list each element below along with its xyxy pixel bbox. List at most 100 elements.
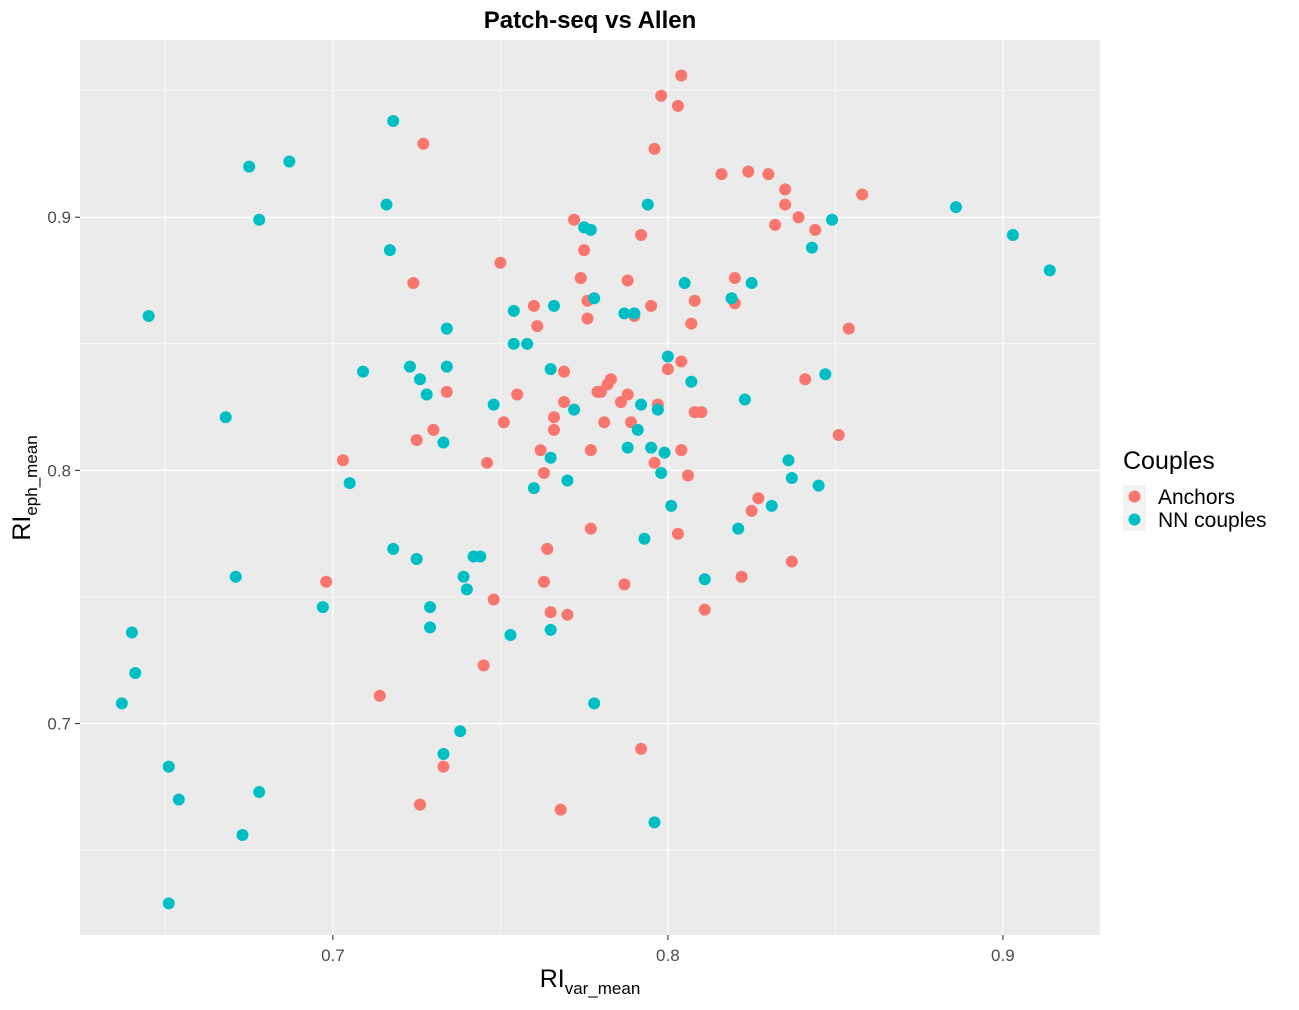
- nn-couple-point: [440, 360, 453, 373]
- nn-couple-point: [507, 337, 520, 350]
- anchor-point: [437, 760, 450, 773]
- anchor-point: [558, 365, 571, 378]
- nn-couple-point: [645, 441, 658, 454]
- anchor-point: [440, 385, 453, 398]
- legend-key-nn-couples: [1128, 513, 1141, 526]
- minor-gridlines: [80, 40, 1100, 935]
- anchor-point: [648, 142, 661, 155]
- nn-couple-point: [661, 350, 674, 363]
- nn-couple-point: [685, 375, 698, 388]
- anchor-point: [554, 803, 567, 816]
- anchor-point: [809, 223, 822, 236]
- nn-couple-point: [129, 666, 142, 679]
- anchor-point: [537, 575, 550, 588]
- anchor-point: [527, 299, 540, 312]
- anchor-point: [698, 603, 711, 616]
- nn-couple-point: [1006, 228, 1019, 241]
- anchor-point: [695, 406, 708, 419]
- y-tick-label: 0.7: [47, 715, 71, 734]
- nn-couple-point: [785, 472, 798, 485]
- major-gridlines: [80, 40, 1100, 935]
- legend-label-anchors: Anchors: [1158, 486, 1235, 509]
- nn-couple-point: [457, 570, 470, 583]
- anchor-point: [752, 492, 765, 505]
- nn-couple-point: [460, 583, 473, 596]
- anchor-point: [635, 742, 648, 755]
- y-tick-label: 0.9: [47, 208, 71, 227]
- nn-couple-point: [236, 828, 249, 841]
- nn-couple-point: [424, 621, 437, 634]
- anchor-point: [511, 388, 524, 401]
- anchor-point: [480, 456, 493, 469]
- anchor-point: [635, 228, 648, 241]
- nn-couple-point: [414, 373, 426, 386]
- nn-couple-point: [521, 337, 534, 350]
- y-axis-title: RIeph_mean: [8, 435, 41, 540]
- anchor-point: [621, 388, 634, 401]
- anchor-point: [494, 256, 507, 269]
- anchor-point: [621, 274, 634, 287]
- anchor-point: [417, 137, 430, 150]
- nn-couple-point: [387, 542, 400, 555]
- nn-couple-point: [648, 816, 661, 829]
- nn-couple-point: [424, 601, 437, 614]
- nn-couple-point: [819, 368, 832, 381]
- nn-couple-point: [474, 550, 487, 563]
- nn-couple-point: [725, 292, 738, 305]
- nn-couple-point: [420, 388, 433, 401]
- x-tick-label: 0.7: [321, 946, 345, 965]
- x-axis-title-subscript: var_mean: [565, 979, 641, 998]
- nn-couple-point: [782, 454, 795, 467]
- nn-couple-point: [621, 441, 634, 454]
- anchor-point: [735, 570, 748, 583]
- nn-couple-point: [437, 747, 450, 760]
- y-axis-title-main: RI: [8, 516, 36, 541]
- nn-couple-point: [638, 532, 651, 545]
- nn-couple-point: [805, 241, 818, 254]
- anchor-point: [842, 322, 855, 335]
- y-axis-ticks: 0.7 0.8 0.9: [47, 208, 80, 734]
- nn-couple-point: [387, 115, 400, 128]
- nn-couple-point: [547, 299, 560, 312]
- anchor-point: [655, 89, 668, 102]
- anchor-point: [675, 355, 688, 368]
- anchor-point: [715, 168, 728, 181]
- anchor-point: [785, 555, 798, 568]
- anchor-point: [779, 183, 792, 196]
- plot-panel: [80, 40, 1100, 935]
- nn-couple-point: [655, 466, 668, 479]
- nn-couple-point: [253, 213, 266, 226]
- anchor-point: [742, 165, 755, 178]
- anchor-point: [688, 294, 701, 307]
- x-axis-title: RIvar_mean: [540, 965, 641, 998]
- anchor-point: [574, 271, 587, 284]
- anchor-point: [410, 434, 423, 447]
- anchor-point: [745, 504, 758, 517]
- anchor-point: [661, 363, 674, 376]
- anchor-point: [856, 188, 869, 201]
- nn-couple-point: [115, 697, 128, 710]
- nn-couple-point: [410, 553, 423, 566]
- anchor-point: [336, 454, 349, 467]
- nn-couple-point: [504, 628, 517, 641]
- nn-couple-point: [665, 499, 678, 512]
- anchor-point: [558, 396, 571, 409]
- y-axis-title-subscript: eph_mean: [22, 435, 41, 515]
- nn-couple-point: [403, 360, 416, 373]
- anchor-point: [832, 428, 845, 441]
- nn-couple-point: [826, 213, 839, 226]
- nn-couple-point: [561, 474, 574, 487]
- anchor-point: [671, 527, 684, 540]
- data-points: [115, 69, 1056, 910]
- nn-couple-point: [316, 601, 329, 614]
- anchor-point: [320, 575, 333, 588]
- nn-couple-point: [454, 725, 467, 738]
- x-tick-label: 0.8: [656, 946, 680, 965]
- anchor-point: [531, 320, 544, 333]
- anchor-point: [779, 198, 792, 211]
- nn-couple-point: [949, 201, 962, 214]
- anchor-point: [487, 593, 500, 606]
- anchor-point: [541, 542, 554, 555]
